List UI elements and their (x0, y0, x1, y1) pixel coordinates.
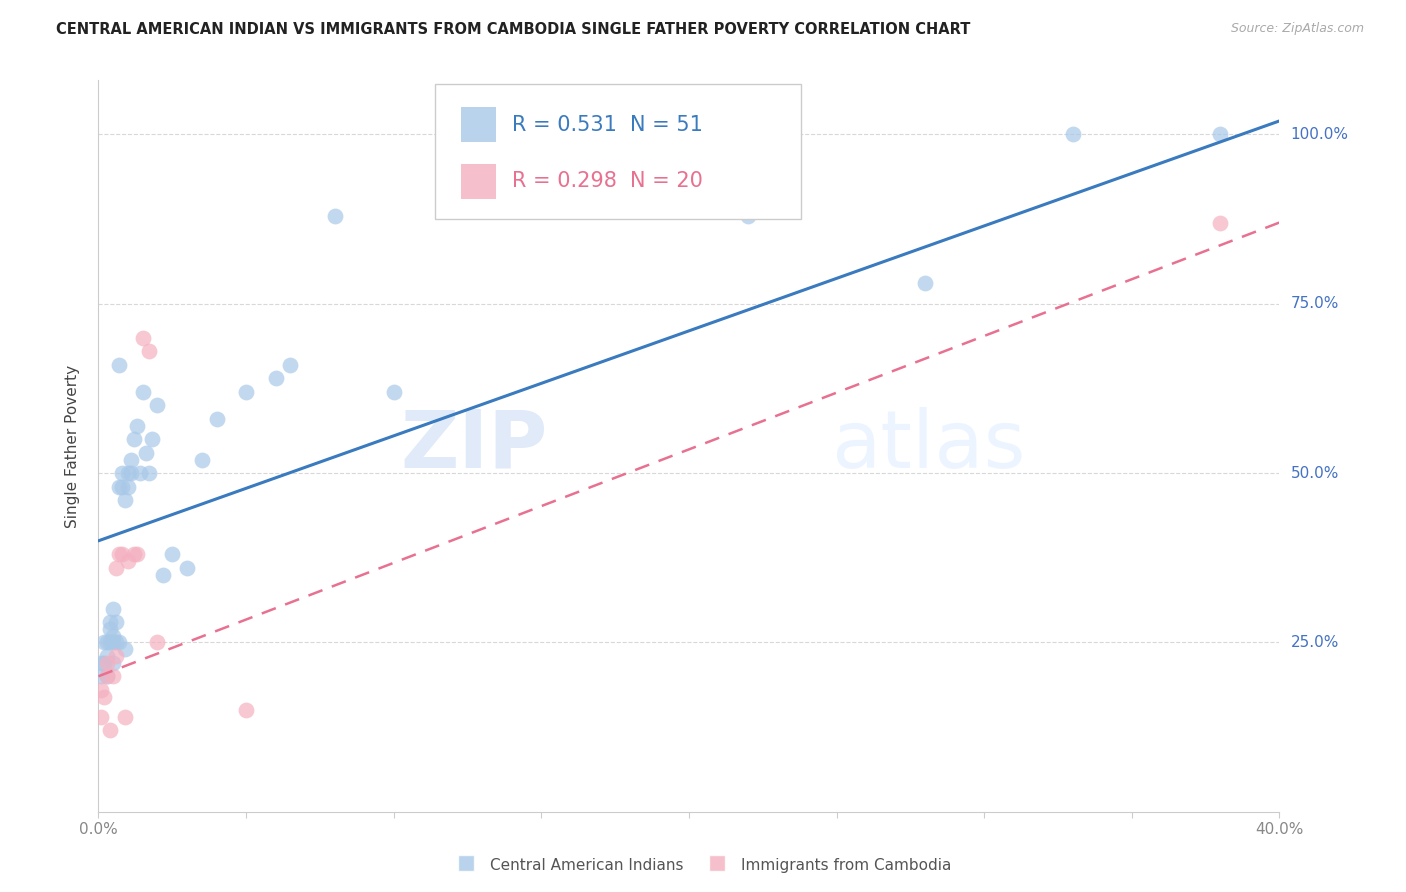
Point (103, 635, 125, 649)
Point (117, 554, 139, 568)
Text: R = 0.531: R = 0.531 (512, 115, 617, 135)
Point (93, 656, 115, 670)
Text: atlas: atlas (831, 407, 1025, 485)
Point (146, 635, 169, 649)
Point (382, 384, 405, 399)
Point (125, 547, 148, 561)
Point (191, 452, 214, 467)
Point (120, 466, 142, 480)
Point (93, 635, 115, 649)
Point (90, 710, 112, 724)
Point (264, 371, 287, 385)
Point (111, 466, 134, 480)
Point (108, 480, 131, 494)
Point (90, 669, 112, 683)
Text: ZIP: ZIP (399, 407, 547, 485)
Y-axis label: Single Father Poverty: Single Father Poverty (65, 365, 80, 527)
Point (111, 547, 134, 561)
Point (125, 418, 148, 433)
Point (323, 209, 346, 223)
Point (114, 710, 136, 724)
Text: Source: ZipAtlas.com: Source: ZipAtlas.com (1230, 22, 1364, 36)
Point (90, 656, 112, 670)
Text: N = 51: N = 51 (630, 115, 703, 135)
Point (98, 622, 121, 636)
Text: 100.0%: 100.0% (1291, 127, 1348, 142)
Text: 75.0%: 75.0% (1291, 296, 1339, 311)
Point (737, 209, 759, 223)
Point (138, 466, 160, 480)
Point (105, 561, 128, 575)
Point (1209, 128, 1232, 142)
Point (117, 480, 139, 494)
Point (235, 384, 257, 399)
Point (103, 669, 125, 683)
Point (122, 547, 145, 561)
Text: CENTRAL AMERICAN INDIAN VS IMMIGRANTS FROM CAMBODIA SINGLE FATHER POVERTY CORREL: CENTRAL AMERICAN INDIAN VS IMMIGRANTS FR… (56, 22, 970, 37)
Point (98, 615, 121, 629)
Point (98, 635, 121, 649)
Point (589, 128, 612, 142)
FancyBboxPatch shape (461, 163, 496, 199)
Legend: Central American Indians, Immigrants from Cambodia: Central American Indians, Immigrants fro… (449, 850, 957, 880)
Point (105, 615, 128, 629)
Point (98, 723, 121, 738)
Point (501, 128, 523, 142)
Point (132, 384, 155, 399)
Text: 50.0%: 50.0% (1291, 466, 1339, 481)
Point (128, 466, 150, 480)
Text: N = 20: N = 20 (630, 171, 703, 191)
Point (103, 601, 125, 615)
FancyBboxPatch shape (434, 84, 801, 219)
Point (114, 493, 136, 508)
Point (117, 466, 139, 480)
Point (1209, 215, 1232, 229)
Point (122, 432, 145, 446)
Point (120, 452, 142, 467)
Text: 25.0%: 25.0% (1291, 635, 1339, 650)
Point (138, 344, 160, 359)
Point (105, 648, 128, 663)
Point (108, 635, 131, 649)
Point (96, 635, 118, 649)
Point (103, 656, 125, 670)
Point (96, 669, 118, 683)
Point (111, 480, 134, 494)
Point (108, 547, 131, 561)
Point (162, 547, 183, 561)
Text: R = 0.298: R = 0.298 (512, 171, 617, 191)
Point (135, 446, 157, 460)
Point (132, 331, 155, 345)
Point (1062, 128, 1084, 142)
Point (108, 358, 131, 372)
Point (152, 567, 174, 582)
Point (96, 648, 118, 663)
Point (280, 358, 302, 372)
Point (146, 398, 169, 412)
Point (93, 690, 115, 704)
Point (90, 682, 112, 697)
Point (105, 635, 128, 649)
Point (141, 432, 163, 446)
FancyBboxPatch shape (461, 107, 496, 143)
Point (96, 669, 118, 683)
Point (96, 656, 118, 670)
Point (103, 629, 125, 643)
Point (235, 703, 257, 717)
Point (914, 277, 936, 291)
Point (205, 412, 228, 426)
Point (176, 561, 198, 575)
Point (114, 642, 136, 657)
